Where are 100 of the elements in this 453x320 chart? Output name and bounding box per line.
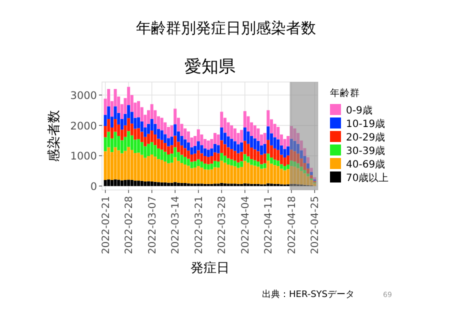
- bar: [170, 136, 174, 146]
- x-tick-label: 2022-04-18: [286, 196, 298, 254]
- bar: [273, 148, 276, 160]
- bar: [196, 159, 200, 166]
- bar: [190, 162, 194, 168]
- bar: [213, 184, 216, 186]
- bar: [256, 161, 260, 167]
- bar: [230, 184, 234, 186]
- bar: [250, 148, 254, 160]
- bar: [166, 154, 170, 164]
- bar: [166, 126, 170, 138]
- bar: [160, 182, 164, 186]
- bar: [226, 184, 230, 186]
- bar: [220, 128, 224, 140]
- bar: [300, 166, 303, 171]
- legend-label: 10-19歳: [346, 118, 386, 130]
- bar: [303, 170, 306, 174]
- bar: [147, 181, 150, 186]
- bar: [220, 183, 224, 186]
- bar: [190, 184, 194, 186]
- bar: [206, 170, 210, 184]
- x-tick-label: 2022-03-14: [170, 196, 182, 254]
- bar: [210, 184, 214, 186]
- bar: [184, 128, 187, 140]
- bar: [273, 165, 276, 184]
- bar: [253, 160, 256, 166]
- bar: [206, 184, 210, 186]
- bar: [194, 154, 197, 162]
- y-tick-label: 2000: [70, 120, 97, 132]
- bar: [150, 154, 154, 182]
- bar: [200, 153, 204, 162]
- bar: [110, 180, 114, 186]
- bar: [246, 131, 250, 144]
- bar: [306, 163, 310, 168]
- bar: [223, 156, 226, 163]
- bar: [190, 154, 194, 162]
- bar: [240, 130, 244, 142]
- bar: [160, 118, 164, 130]
- bar: [233, 160, 236, 166]
- bar: [130, 135, 134, 150]
- bar: [200, 184, 204, 186]
- bar: [184, 164, 187, 184]
- bar: [140, 132, 144, 142]
- bar: [306, 157, 310, 164]
- bar: [184, 139, 187, 148]
- bar: [246, 184, 250, 186]
- bar: [184, 156, 187, 165]
- source-note: 出典：HER-SYSデータ: [262, 289, 355, 300]
- bar: [306, 176, 310, 186]
- bar: [276, 184, 280, 186]
- bar: [240, 161, 244, 167]
- bar: [243, 111, 246, 128]
- bar: [240, 184, 244, 186]
- bar: [156, 138, 160, 148]
- bar: [186, 183, 190, 186]
- bar: [166, 138, 170, 146]
- bar: [250, 184, 254, 186]
- bar: [160, 160, 164, 182]
- x-tick-label: 2022-02-21: [100, 196, 112, 254]
- bar: [290, 166, 293, 184]
- bar: [124, 180, 127, 186]
- bar: [276, 160, 280, 166]
- y-tick-label: 1000: [70, 150, 97, 163]
- x-tick-label: 2022-03-28: [217, 196, 228, 254]
- bar: [204, 156, 207, 164]
- bar: [130, 150, 134, 180]
- x-tick-label: 2022-03-21: [194, 196, 205, 254]
- bar: [223, 144, 226, 156]
- x-tick-label: 2022-04-04: [240, 196, 252, 254]
- bar: [156, 159, 160, 182]
- bar: [200, 161, 204, 168]
- bar: [220, 152, 224, 161]
- bar: [137, 128, 140, 140]
- bar: [140, 154, 144, 181]
- bar: [303, 173, 306, 185]
- bar: [130, 180, 134, 186]
- bar: [166, 146, 170, 155]
- bar: [140, 142, 144, 155]
- bar: [263, 144, 266, 154]
- bar: [156, 148, 160, 160]
- bar: [310, 172, 313, 176]
- bar: [194, 184, 197, 186]
- bar: [117, 136, 120, 150]
- legend-title: 年齢群: [330, 87, 360, 99]
- bar: [233, 166, 236, 184]
- bar: [134, 152, 137, 181]
- bar: [226, 147, 230, 158]
- legend-label: 70歳以上: [346, 172, 389, 184]
- bar: [147, 134, 150, 144]
- bar: [164, 182, 167, 186]
- bar: [147, 156, 150, 182]
- bar: [200, 145, 204, 154]
- bar: [243, 160, 246, 184]
- bar: [194, 168, 197, 184]
- bar: [296, 154, 300, 164]
- bar: [140, 180, 144, 186]
- bar: [310, 175, 313, 178]
- bar: [117, 150, 120, 180]
- bar: [170, 125, 174, 137]
- bar: [127, 146, 130, 180]
